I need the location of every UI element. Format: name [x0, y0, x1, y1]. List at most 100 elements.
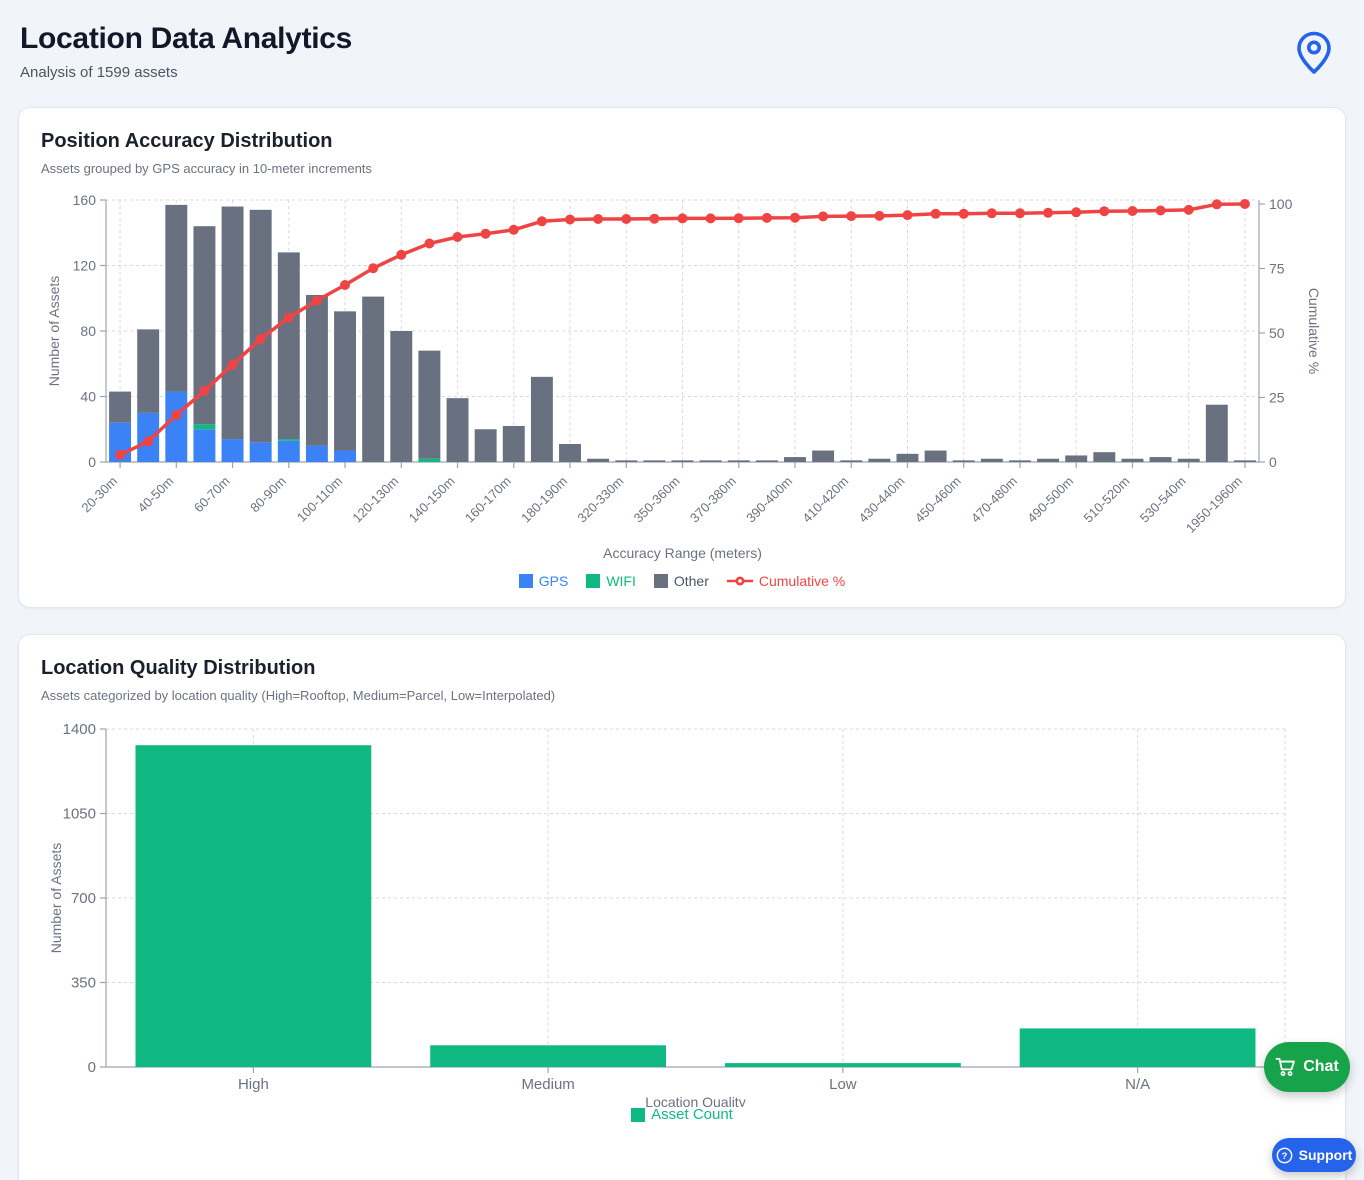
bar-segment-other	[812, 450, 835, 462]
bar-segment-other	[418, 350, 441, 459]
x-tick-label: 40-50m	[135, 474, 177, 516]
cumulative-point	[311, 295, 322, 306]
quality-card-title: Location Quality Distribution	[41, 657, 316, 679]
cumulative-point	[1127, 206, 1138, 216]
y-left-tick-label: 120	[73, 258, 97, 274]
legend-item-other[interactable]: Other	[653, 573, 709, 589]
x-tick-label: 450-460m	[912, 474, 964, 526]
bar-segment-other	[221, 206, 244, 440]
y-axis-title-right: Cumulative %	[1306, 288, 1322, 374]
legend-item-wifi[interactable]: WIFI	[586, 573, 636, 589]
y-left-tick-label: 40	[80, 389, 96, 405]
bar-segment-gps	[334, 450, 357, 462]
cumulative-point	[1211, 199, 1222, 210]
cumulative-point	[846, 211, 857, 222]
cumulative-point	[790, 212, 800, 223]
legend-label: Asset Count	[651, 1106, 733, 1123]
bar-segment-gps	[193, 429, 216, 462]
support-button-label: Support	[1298, 1147, 1353, 1163]
bar-segment-other	[559, 443, 581, 462]
x-tick-label: 410-420m	[799, 474, 851, 526]
x-tick-label: 120-130m	[349, 474, 401, 526]
legend-item-cumulative-[interactable]: Cumulative %	[726, 573, 845, 589]
accuracy-card-subtitle: Assets grouped by GPS accuracy in 10-met…	[41, 161, 372, 176]
x-tick-label: 60-70m	[191, 474, 233, 516]
accuracy-chart-legend: GPS WIFI Other Cumulative %	[41, 573, 1323, 595]
svg-text:?: ?	[1281, 1150, 1287, 1161]
page-header: Location Data Analytics Analysis of 1599…	[18, 18, 1346, 81]
cumulative-point	[593, 214, 604, 224]
legend-item-asset-count[interactable]: Asset Count	[631, 1106, 733, 1123]
y-tick-label: 1050	[63, 806, 96, 823]
y-tick-label: 350	[71, 975, 96, 992]
cumulative-point	[733, 213, 744, 224]
y-axis-title: Number of Assets	[48, 843, 64, 954]
bar-segment-other	[137, 329, 160, 413]
x-tick-label: Medium	[521, 1076, 574, 1093]
x-tick-label: 490-500m	[1024, 474, 1076, 526]
accuracy-chart-canvas[interactable]: 0 40 80 120 160 0 25 50 75 100 Number of Assets Cum…	[41, 190, 1327, 566]
bar-segment-other	[615, 460, 638, 462]
page-subtitle: Analysis of 1599 assets	[20, 64, 178, 81]
legend-item-gps[interactable]: GPS	[518, 573, 569, 589]
x-tick-label: 80-90m	[247, 474, 289, 516]
bar-segment-other	[952, 460, 975, 462]
bar-segment-other	[165, 204, 188, 392]
x-tick-label: N/A	[1125, 1076, 1150, 1093]
bar-n-a	[1019, 1028, 1256, 1067]
cumulative-point	[1015, 208, 1025, 219]
x-tick-label: 1950-1960m	[1183, 474, 1245, 536]
bar-medium	[430, 1045, 666, 1067]
x-tick-label: Low	[829, 1076, 857, 1093]
bar-segment-other	[502, 425, 525, 462]
accuracy-card-title: Position Accuracy Distribution	[41, 130, 333, 152]
bar-segment-gps	[305, 445, 328, 463]
y-left-tick-label: 80	[80, 323, 96, 339]
y-left-tick-label: 160	[73, 192, 97, 208]
cumulative-point	[677, 213, 688, 224]
cumulative-point	[536, 216, 547, 227]
x-tick-label: 470-480m	[968, 474, 1020, 526]
x-tick-label: 20-30m	[78, 474, 120, 516]
cumulative-point	[986, 208, 997, 219]
bar-segment-other	[474, 429, 497, 462]
bar-segment-other	[1205, 404, 1228, 462]
cumulative-point	[171, 410, 182, 420]
chat-button[interactable]: Chat	[1264, 1042, 1350, 1092]
legend-swatch	[586, 574, 601, 588]
bar-segment-other	[1093, 452, 1116, 462]
x-tick-label: 140-150m	[406, 474, 458, 526]
bar-segment-other	[727, 460, 750, 462]
cumulative-point	[480, 228, 491, 239]
bar-segment-gps	[221, 439, 244, 462]
legend-swatch	[631, 1107, 646, 1122]
y-left-tick-label: 0	[88, 454, 96, 470]
bar-segment-other	[249, 209, 272, 443]
bar-segment-gps	[277, 440, 300, 462]
cumulative-point	[424, 238, 435, 249]
legend-line-marker	[726, 576, 753, 586]
bar-segment-other	[1037, 458, 1060, 462]
support-button[interactable]: ? Support	[1272, 1138, 1356, 1172]
legend-label: GPS	[538, 573, 569, 589]
x-tick-label: 430-440m	[856, 474, 908, 526]
x-axis-title: Accuracy Range (meters)	[603, 545, 762, 561]
x-tick-label: 350-360m	[631, 474, 683, 526]
y-right-tick-label: 100	[1269, 196, 1293, 212]
y-right-tick-label: 0	[1269, 454, 1277, 470]
bar-segment-other	[446, 398, 469, 462]
cumulative-point	[368, 263, 379, 274]
cumulative-point	[902, 210, 913, 221]
x-tick-label: 160-170m	[462, 474, 514, 526]
cumulative-point	[143, 436, 154, 447]
quality-chart-canvas[interactable]: 0 350 700 1050 1400 Number of Assets High Mediu…	[41, 717, 1327, 1110]
quality-card-subtitle: Assets categorized by location quality (…	[41, 688, 556, 703]
accuracy-card: Position Accuracy Distribution Assets gr…	[18, 107, 1346, 608]
bar-high	[135, 745, 372, 1067]
bar-segment-other	[277, 252, 300, 440]
cumulative-point	[1239, 199, 1250, 209]
cumulative-point	[283, 312, 294, 323]
x-axis-title: Location Quality	[645, 1094, 745, 1107]
bar-segment-other	[362, 296, 385, 462]
cumulative-point	[649, 213, 660, 224]
